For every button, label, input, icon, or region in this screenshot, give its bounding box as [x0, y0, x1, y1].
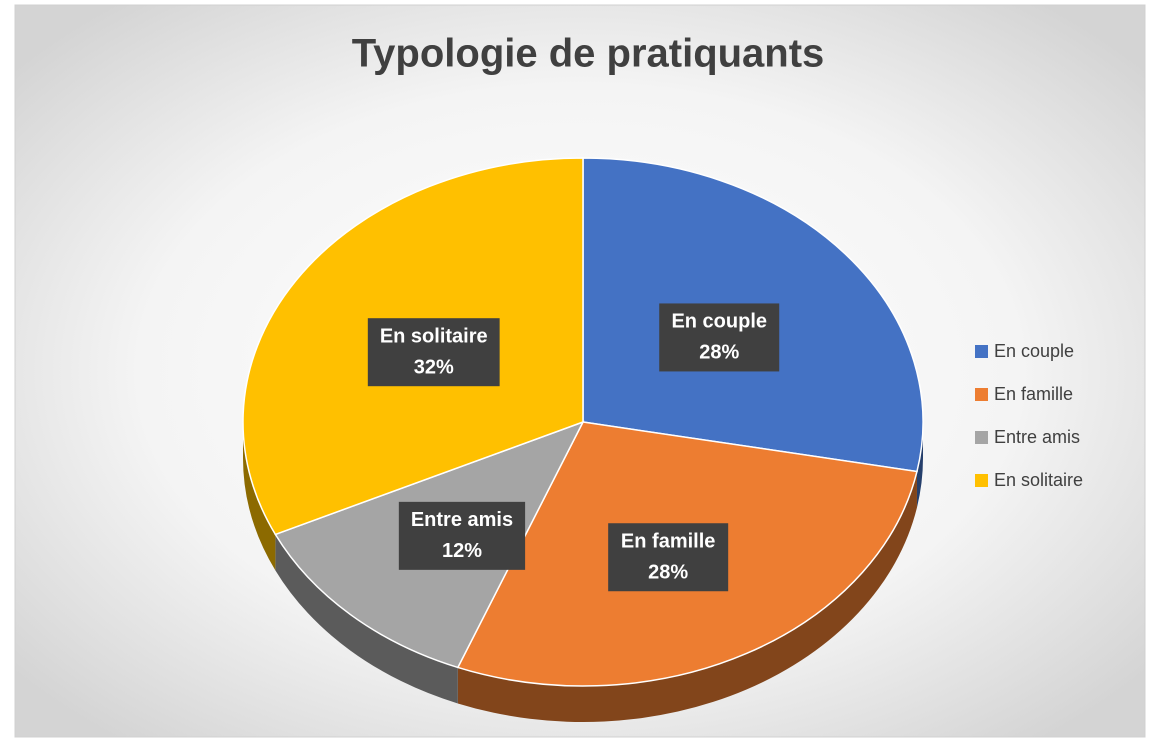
slice-side — [916, 422, 923, 508]
slice-side — [243, 422, 276, 571]
slice-side — [457, 471, 917, 723]
data-label-box — [398, 501, 526, 570]
legend-label: Entre amis — [994, 427, 1080, 447]
data-label-category: Entre amis — [411, 509, 513, 531]
legend-label: En solitaire — [994, 470, 1083, 490]
data-label-value: 28% — [648, 562, 688, 584]
data-label-box — [367, 318, 500, 387]
chart-title: Typologie de pratiquants — [352, 32, 825, 76]
legend-label: En famille — [994, 384, 1073, 404]
data-label-box — [659, 303, 780, 372]
legend-swatch — [975, 345, 988, 358]
data-label-value: 28% — [699, 342, 739, 364]
slice-side — [275, 534, 458, 704]
data-label-category: En solitaire — [380, 325, 488, 347]
data-label-box — [608, 523, 729, 592]
legend-swatch — [975, 431, 988, 444]
legend-swatch — [975, 474, 988, 487]
data-label-value: 12% — [442, 540, 482, 562]
data-label-category: En couple — [671, 311, 767, 333]
data-label-category: En famille — [621, 531, 715, 553]
legend-swatch — [975, 388, 988, 401]
legend-label: En couple — [994, 341, 1074, 361]
data-label-value: 32% — [414, 356, 454, 378]
